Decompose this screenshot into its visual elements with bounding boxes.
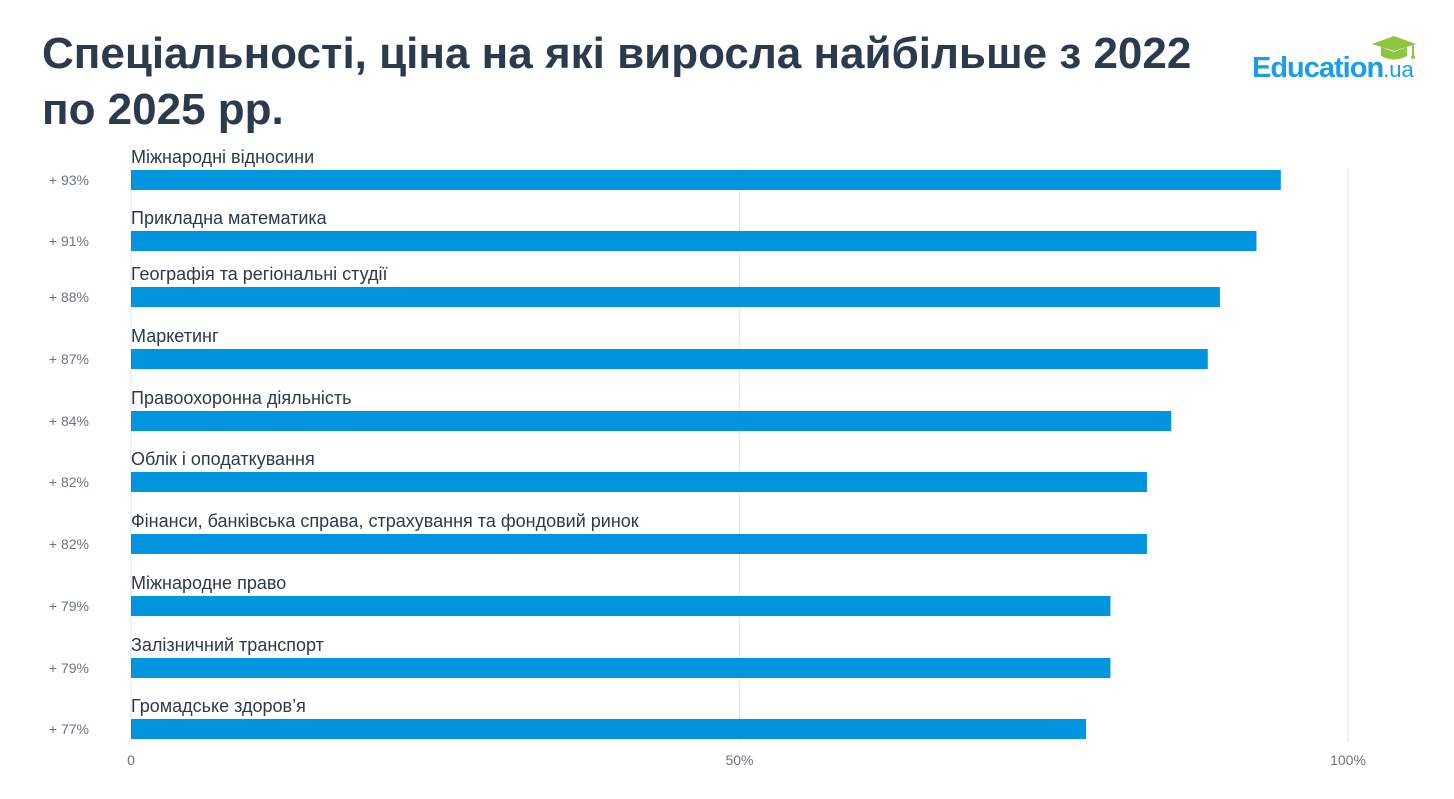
category-label: Географія та регіональні студії	[131, 264, 387, 284]
value-label: + 79%	[49, 598, 89, 614]
category-label: Прикладна математика	[131, 208, 328, 228]
bar	[131, 596, 1111, 616]
bar	[131, 231, 1257, 251]
category-label: Міжнародні відносини	[131, 147, 314, 167]
bar	[131, 170, 1281, 190]
value-label: + 93%	[49, 172, 89, 188]
category-label: Правоохоронна діяльність	[131, 388, 352, 408]
value-label: + 87%	[49, 351, 89, 367]
bar	[131, 287, 1220, 307]
value-label: + 84%	[49, 413, 89, 429]
bar	[131, 349, 1208, 369]
bar	[131, 719, 1087, 739]
logo-text: Education.ua	[1252, 52, 1414, 84]
bar	[131, 534, 1147, 554]
category-label: Міжнародне право	[131, 573, 286, 593]
value-label: + 91%	[49, 233, 89, 249]
category-label: Громадське здоров’я	[131, 696, 306, 716]
category-label: Фінанси, банківська справа, страхування …	[131, 511, 639, 531]
bar	[131, 411, 1172, 431]
bar	[131, 472, 1147, 492]
category-label: Залізничний транспорт	[131, 635, 324, 655]
value-label: + 82%	[49, 536, 89, 552]
value-label: + 77%	[49, 721, 89, 737]
bar	[131, 658, 1111, 678]
value-label: + 82%	[49, 474, 89, 490]
value-label: + 79%	[49, 660, 89, 676]
education-ua-logo: Education.ua	[1252, 36, 1422, 86]
category-label: Облік і оподаткування	[131, 449, 315, 469]
x-tick-label: 100%	[1330, 752, 1366, 768]
category-label: Маркетинг	[131, 326, 219, 346]
value-label: + 88%	[49, 289, 89, 305]
x-tick-label: 0	[127, 752, 135, 768]
chart-title: Спеціальності, ціна на які виросла найбі…	[42, 29, 1192, 134]
graduation-cap-icon	[1372, 36, 1416, 60]
x-tick-label: 50%	[725, 752, 753, 768]
